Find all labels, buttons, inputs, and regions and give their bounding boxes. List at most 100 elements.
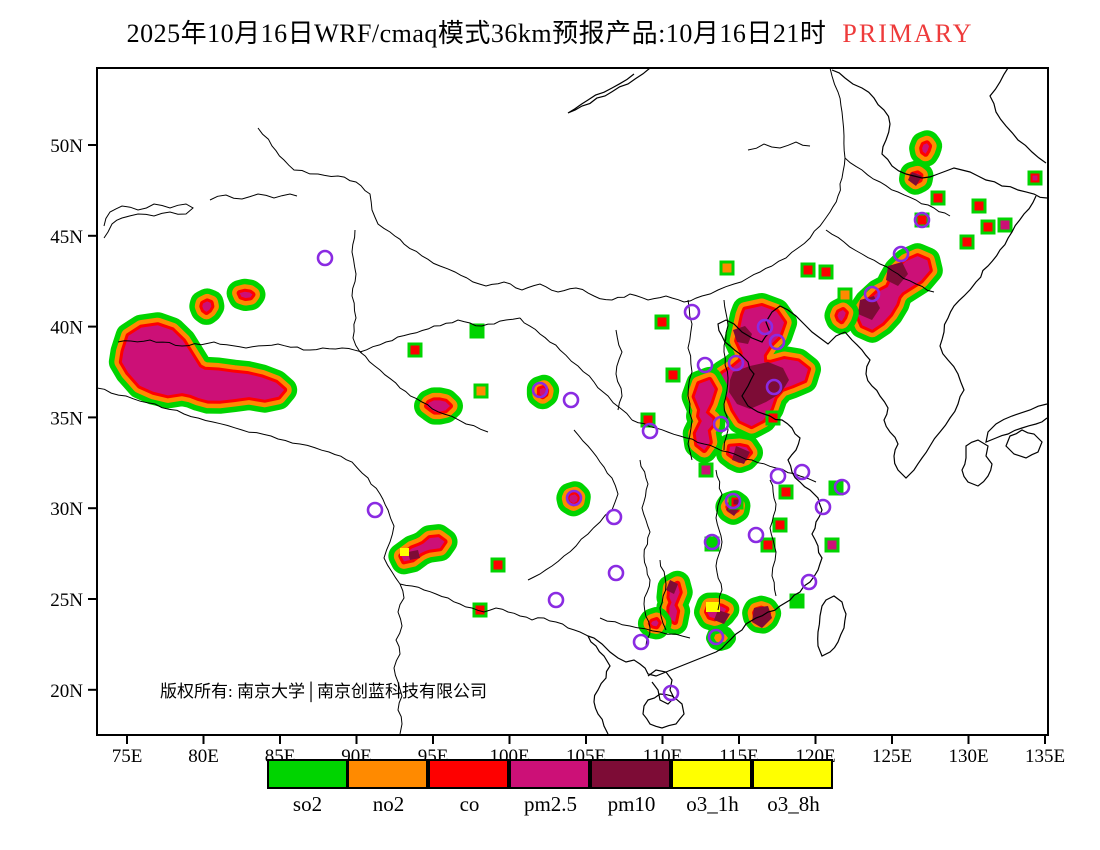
y-tick-label: 25N bbox=[50, 590, 83, 611]
spot-mid bbox=[657, 317, 667, 327]
city-marker bbox=[632, 633, 650, 651]
coastline bbox=[567, 67, 651, 114]
blob-pearl-west bbox=[650, 620, 659, 627]
y-tick-label: 35N bbox=[50, 408, 83, 429]
province-border bbox=[359, 351, 489, 433]
x-tick-label: 75E bbox=[112, 746, 143, 767]
city-marker bbox=[756, 318, 774, 336]
ozone-patch bbox=[706, 602, 720, 612]
city-marker bbox=[547, 591, 565, 609]
spot-mid bbox=[781, 487, 791, 497]
legend-swatch-co bbox=[428, 759, 509, 789]
x-tick-label: 80E bbox=[188, 746, 219, 767]
coastline bbox=[844, 195, 1037, 479]
spot-mid bbox=[643, 415, 653, 425]
legend-item-co: co bbox=[428, 759, 510, 817]
province-border bbox=[257, 127, 468, 279]
legend-item-pm10: pm10 bbox=[590, 759, 672, 817]
city-marker bbox=[768, 333, 786, 351]
province-border bbox=[844, 157, 951, 217]
province-border bbox=[466, 265, 773, 303]
blob-kunlun-b bbox=[239, 291, 253, 299]
legend-label: so2 bbox=[292, 792, 323, 816]
city-marker bbox=[724, 492, 742, 510]
pollution-blobs-layer bbox=[108, 130, 1043, 651]
spot-mid bbox=[668, 370, 678, 380]
spot-mid bbox=[763, 540, 773, 550]
island-outline bbox=[642, 693, 685, 729]
city-marker bbox=[316, 249, 334, 267]
legend-label: pm2.5 bbox=[523, 792, 578, 816]
spot-mid bbox=[803, 265, 813, 275]
province-border bbox=[769, 479, 777, 597]
province-border bbox=[103, 203, 194, 239]
city-marker bbox=[607, 564, 625, 582]
coastline bbox=[831, 69, 1048, 199]
spot-mid bbox=[827, 540, 837, 550]
legend: so2 no2 co pm2.5 pm10 o3_1h o3_8h bbox=[267, 759, 834, 817]
city-marker bbox=[366, 501, 384, 519]
coastline bbox=[989, 67, 1047, 164]
province-border bbox=[715, 469, 723, 611]
city-marker bbox=[565, 489, 583, 507]
blob-core-northeast-main bbox=[886, 262, 908, 286]
spot-mid bbox=[962, 237, 972, 247]
legend-swatch-no2 bbox=[347, 759, 428, 789]
city-marker bbox=[562, 391, 580, 409]
legend-swatch-pm2.5 bbox=[509, 759, 590, 789]
province-border bbox=[615, 329, 623, 411]
city-markers-layer bbox=[316, 211, 931, 702]
province-border bbox=[117, 339, 363, 353]
province-border bbox=[359, 317, 521, 353]
spot-mid bbox=[917, 215, 927, 225]
x-tick-label: 125E bbox=[872, 746, 912, 767]
blob-pearl-north bbox=[669, 583, 680, 623]
city-marker bbox=[800, 573, 818, 591]
blob-core-pearl-mid bbox=[714, 610, 730, 624]
spot-mid bbox=[821, 267, 831, 277]
city-marker bbox=[892, 245, 910, 263]
city-marker bbox=[531, 381, 549, 399]
blob-core-pearl-north bbox=[666, 580, 678, 594]
legend-item-no2: no2 bbox=[347, 759, 429, 817]
coastline bbox=[587, 635, 611, 735]
spot-mid bbox=[974, 201, 984, 211]
blob-core-pearl-east bbox=[752, 606, 772, 628]
blob-tibet-west bbox=[121, 325, 285, 401]
blob-liaoxi bbox=[837, 310, 846, 322]
spot-mid bbox=[775, 520, 785, 530]
province-border bbox=[599, 617, 691, 639]
city-marker bbox=[712, 415, 730, 433]
y-tick-label: 40N bbox=[50, 318, 83, 339]
city-marker bbox=[833, 478, 851, 496]
legend-item-o3_8h: o3_8h bbox=[752, 759, 834, 817]
spot-mid bbox=[410, 345, 420, 355]
spot-mid bbox=[475, 605, 485, 615]
blob-pearl-south-orange bbox=[714, 633, 728, 643]
province-border bbox=[393, 583, 405, 735]
x-tick-label: 135E bbox=[1025, 746, 1065, 767]
spot-mid bbox=[840, 290, 850, 300]
city-marker bbox=[863, 285, 881, 303]
map-frame bbox=[96, 67, 1049, 736]
spot-mid bbox=[476, 386, 486, 396]
province-border bbox=[825, 229, 935, 293]
province-border bbox=[519, 317, 633, 421]
province-border bbox=[659, 559, 667, 631]
page-title: 2025年10月16日WRF/cmaq模式36km预报产品:10月16日21时 P… bbox=[0, 20, 1100, 47]
legend-item-so2: so2 bbox=[267, 759, 348, 817]
city-marker bbox=[662, 684, 680, 702]
y-tick-label: 50N bbox=[50, 136, 83, 157]
blob-kunlun-a bbox=[202, 301, 212, 312]
spot-mid bbox=[472, 326, 482, 336]
y-tick-label: 20N bbox=[50, 681, 83, 702]
city-marker bbox=[703, 533, 721, 551]
spot-mid bbox=[707, 539, 717, 549]
city-marker bbox=[765, 378, 783, 396]
spot-mid bbox=[722, 263, 732, 273]
island-outline bbox=[817, 595, 847, 657]
legend-item-pm2.5: pm2.5 bbox=[509, 759, 591, 817]
province-border bbox=[771, 67, 846, 267]
coastline bbox=[587, 305, 846, 677]
